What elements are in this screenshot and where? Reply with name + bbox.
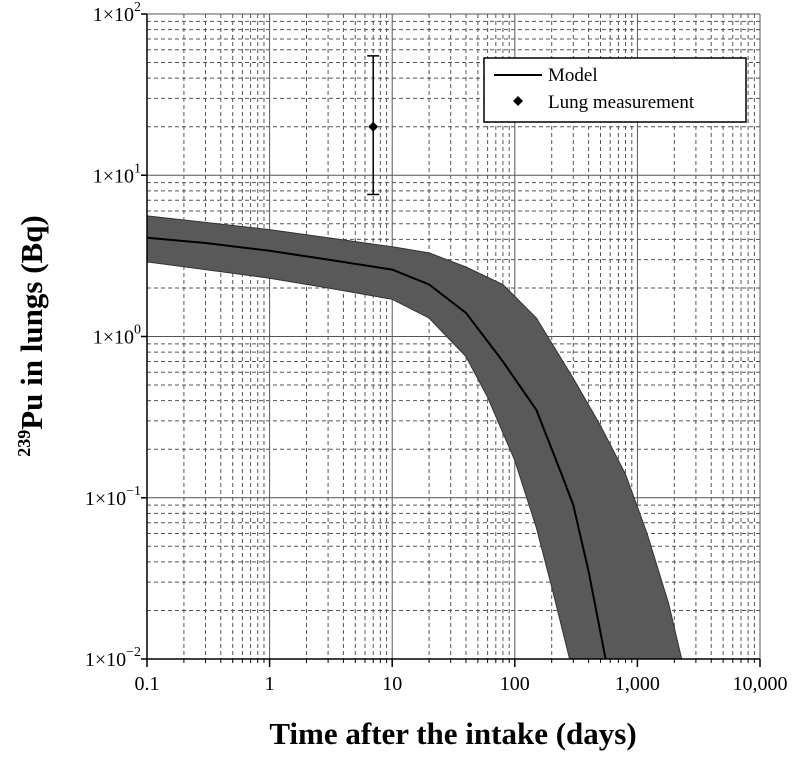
measurement-point	[368, 121, 379, 132]
y-tick-label: 1×100	[93, 323, 141, 349]
y-tick-label: 1×102	[93, 0, 141, 26]
uncertainty-band-layer	[147, 215, 683, 659]
x-tick-label: 0.1	[135, 673, 160, 695]
legend-model-label: Model	[548, 65, 598, 86]
legend-box	[483, 57, 747, 123]
model-line	[147, 236, 607, 659]
x-axis-title: Time after the intake (days)	[269, 716, 636, 751]
x-tick-label: 100	[500, 673, 530, 695]
x-tick-label: 10	[382, 673, 402, 695]
legend-measurement-label: Lung measurement	[548, 92, 695, 113]
y-tick-label: 1×10−1	[85, 484, 141, 510]
y-axis-title: 239Pu in lungs (Bq)	[14, 215, 49, 457]
x-tick-label: 1,000	[615, 673, 660, 695]
y-tick-labels: 1×10−2 1×10−1 1×100 1×101 1×102	[85, 0, 141, 671]
y-axis-title-text: Pu in lungs (Bq)	[14, 215, 49, 430]
uncertainty-band	[147, 215, 683, 659]
x-tick-label: 1	[265, 673, 275, 695]
svg-text:239Pu in lungs (Bq): 239Pu in lungs (Bq)	[14, 215, 49, 457]
y-axis-title-superscript: 239	[14, 430, 34, 457]
x-tick-labels: 0.1 1 10 100 1,000 10,000	[135, 673, 788, 695]
axes	[141, 13, 761, 667]
legend: Model Lung measurement	[483, 57, 747, 123]
y-tick-label: 1×101	[93, 161, 141, 187]
measurement-layer	[367, 55, 380, 196]
y-tick-label: 1×10−2	[85, 645, 141, 671]
model-line-layer	[147, 236, 607, 659]
legend-measurement-swatch	[513, 96, 523, 106]
x-tick-label: 10,000	[733, 673, 788, 695]
